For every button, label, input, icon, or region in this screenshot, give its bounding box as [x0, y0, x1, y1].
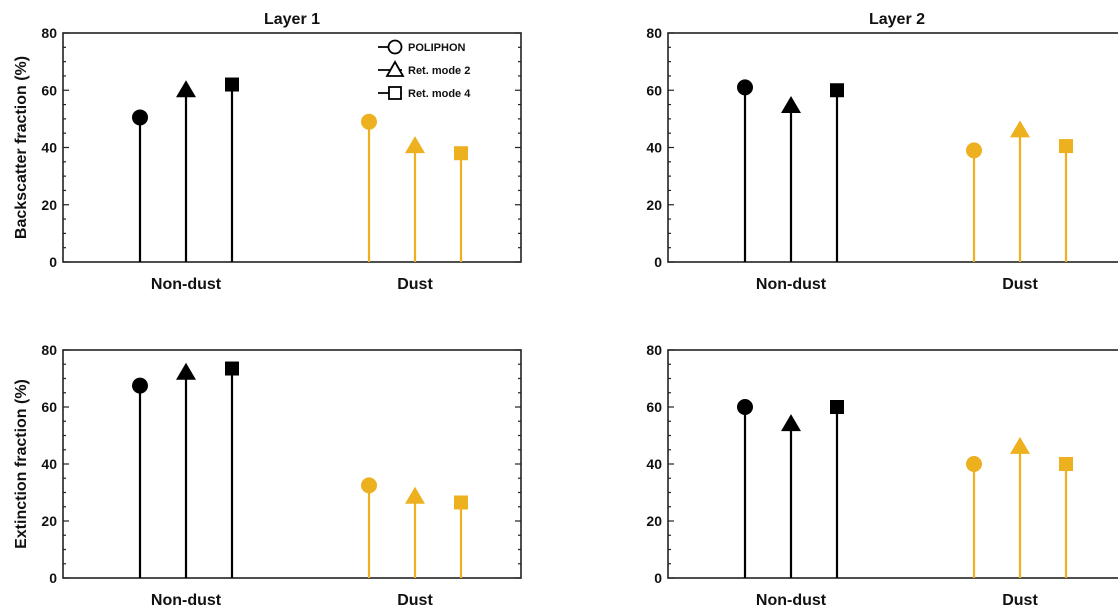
y-tick-label: 60	[646, 399, 662, 415]
stem-marker-circle	[132, 109, 148, 126]
x-category-label: Non-dust	[756, 276, 827, 293]
stem-marker-square	[1059, 457, 1073, 471]
y-tick-label: 0	[49, 570, 57, 586]
stem-marker-circle	[737, 399, 753, 415]
y-tick-label: 60	[41, 399, 57, 415]
stem-marker-circle	[966, 456, 982, 472]
y-tick-label: 80	[41, 25, 57, 41]
y-tick-label: 0	[654, 570, 662, 586]
stem-marker-circle	[966, 142, 982, 159]
stem-marker-triangle	[405, 136, 425, 154]
y-tick-label: 20	[646, 197, 662, 213]
panel-title: Layer 1	[264, 11, 320, 28]
panel-1: 0 20 40 60 80 Non-dust Dust Layer 1 Backscatter …	[13, 11, 522, 293]
y-tick-label: 80	[646, 25, 662, 41]
legend: POLIPHON Ret. mode 2 Ret. mode 4	[378, 39, 471, 100]
y-tick-label: 40	[646, 140, 662, 156]
legend-label: Ret. mode 2	[408, 65, 470, 77]
stem-marker-square	[830, 400, 844, 414]
plot-frame	[667, 349, 1118, 579]
legend-label: POLIPHON	[408, 42, 466, 54]
y-tick-label: 20	[41, 197, 57, 213]
panel-2: 0 20 40 60 80 Non-dust Dust Layer 2	[646, 11, 1118, 293]
stem-marker-square	[454, 495, 468, 510]
stem-marker-square	[454, 146, 468, 161]
y-tick-label: 60	[41, 82, 57, 98]
y-tick-label: 80	[41, 342, 57, 358]
legend-triangle-icon	[385, 60, 405, 77]
panel-4: 0 20 40 60 80 Non-dust Dust	[646, 342, 1118, 609]
x-category-label: Non-dust	[151, 592, 222, 609]
stem-marker-triangle	[176, 80, 196, 98]
x-category-label: Dust	[1002, 592, 1038, 609]
y-axis-label: Extinction fraction (%)	[13, 379, 30, 549]
stem-marker-square	[225, 77, 239, 92]
stem-marker-circle	[132, 377, 148, 394]
x-category-label: Dust	[397, 276, 433, 293]
stem-marker-triangle	[781, 414, 801, 432]
panel-3: 0 20 40 60 80 Non-dust Dust Extinction fraction…	[13, 342, 522, 609]
stem-marker-square	[225, 361, 239, 376]
stem-marker-circle	[361, 477, 377, 494]
stem-marker-triangle	[176, 362, 196, 380]
plot-frame	[62, 349, 522, 579]
legend-square-icon	[388, 86, 402, 100]
y-tick-label: 0	[49, 254, 57, 270]
stem-marker-triangle	[781, 95, 801, 113]
legend-circle-icon	[387, 39, 403, 55]
y-tick-label: 40	[41, 456, 57, 472]
legend-label: Ret. mode 4	[408, 88, 471, 100]
stem-marker-square	[1059, 139, 1073, 154]
x-category-label: Dust	[1002, 276, 1038, 293]
y-tick-label: 80	[646, 342, 662, 358]
plot-frame	[667, 32, 1118, 263]
stem-marker-circle	[737, 79, 753, 96]
x-category-label: Dust	[397, 592, 433, 609]
stem-marker-triangle	[405, 486, 425, 504]
y-tick-label: 0	[654, 254, 662, 270]
y-tick-label: 20	[646, 513, 662, 529]
stem-marker-circle	[361, 113, 377, 130]
x-category-label: Non-dust	[151, 276, 222, 293]
y-tick-label: 40	[41, 140, 57, 156]
x-category-label: Non-dust	[756, 592, 827, 609]
y-tick-label: 40	[646, 456, 662, 472]
y-tick-label: 20	[41, 513, 57, 529]
stem-marker-triangle	[1010, 120, 1030, 138]
stem-marker-square	[830, 83, 844, 98]
panel-title: Layer 2	[869, 11, 925, 28]
y-axis-label: Backscatter fraction (%)	[13, 56, 30, 239]
stem-marker-triangle	[1010, 436, 1030, 454]
y-tick-label: 60	[646, 82, 662, 98]
